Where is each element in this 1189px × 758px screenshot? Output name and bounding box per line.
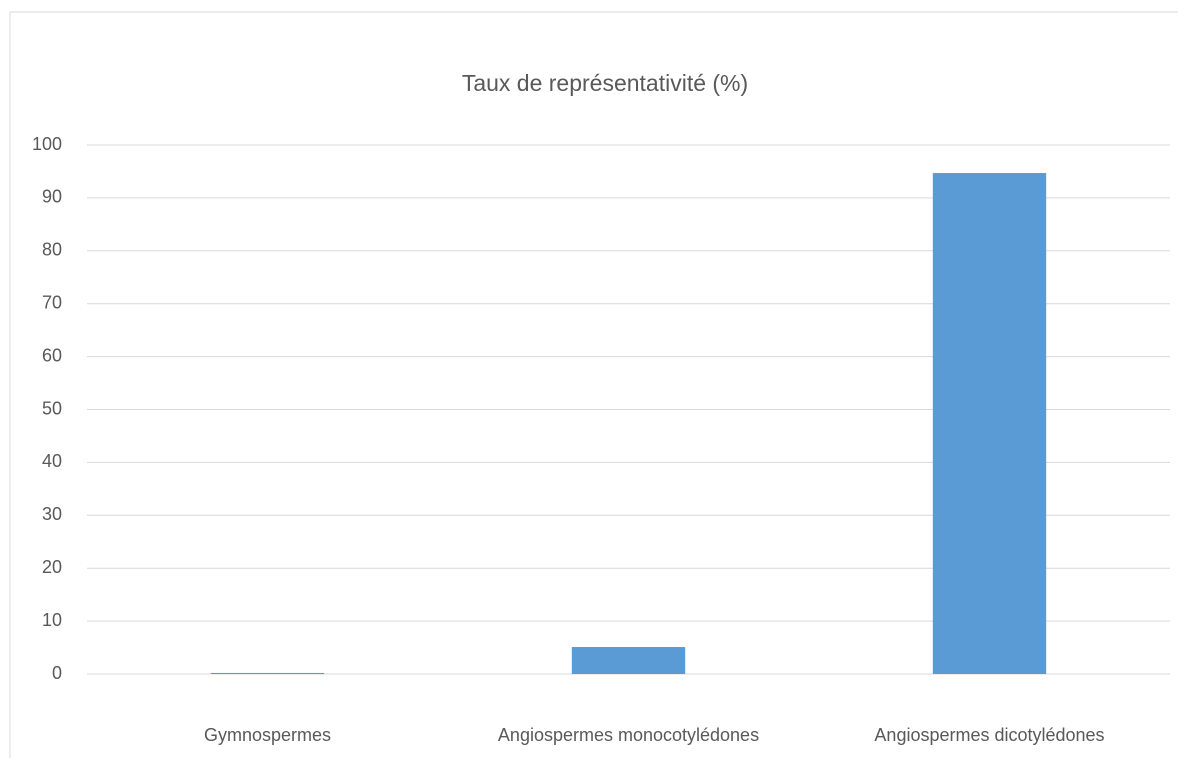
y-tick-label: 0 xyxy=(52,663,62,683)
x-tick-label: Gymnospermes xyxy=(204,725,331,745)
y-tick-label: 30 xyxy=(42,504,62,524)
y-tick-label: 100 xyxy=(32,134,62,154)
y-tick-label: 20 xyxy=(42,557,62,577)
y-tick-label: 50 xyxy=(42,398,62,418)
x-tick-label: Angiospermes dicotylédones xyxy=(874,725,1104,745)
y-tick-label: 90 xyxy=(42,187,62,207)
chart-title: Taux de représentativité (%) xyxy=(462,70,748,96)
y-tick-label: 60 xyxy=(42,345,62,365)
x-tick-label: Angiospermes monocotylédones xyxy=(498,725,759,745)
y-tick-label: 10 xyxy=(42,610,62,630)
bar xyxy=(571,647,686,674)
bar xyxy=(210,672,325,674)
y-tick-label: 70 xyxy=(42,292,62,312)
y-tick-label: 40 xyxy=(42,451,62,471)
y-tick-label: 80 xyxy=(42,240,62,260)
bar xyxy=(932,173,1047,675)
